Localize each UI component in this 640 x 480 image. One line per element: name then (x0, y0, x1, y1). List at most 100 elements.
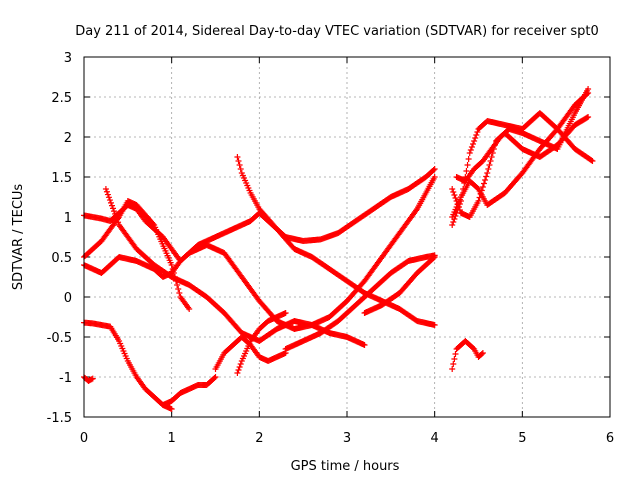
data-point (211, 375, 218, 381)
series-track-d (81, 174, 438, 332)
data-point (108, 202, 115, 209)
data-point (104, 191, 111, 198)
data-point (212, 374, 219, 380)
x-tick-label: 1 (168, 431, 176, 446)
data-point (234, 154, 241, 160)
data-point (237, 361, 244, 367)
data-point (452, 195, 459, 201)
series-track-o (449, 90, 592, 220)
series-track-e (81, 198, 193, 312)
data-point (109, 205, 116, 212)
data-point (102, 186, 109, 192)
data-point (111, 208, 118, 215)
data-point (474, 129, 481, 135)
series-track-p (453, 86, 592, 184)
y-tick-label: 1.5 (51, 171, 72, 186)
y-tick-label: 2.5 (51, 91, 72, 106)
data-point (89, 375, 96, 382)
data-point (282, 310, 289, 316)
data-point (431, 322, 438, 328)
data-point (473, 132, 480, 138)
data-point (236, 162, 243, 168)
x-tick-label: 5 (518, 431, 526, 446)
data-point (115, 219, 122, 226)
series-track-f (102, 186, 368, 348)
x-tick-label: 4 (431, 431, 439, 446)
data-point (235, 367, 242, 373)
data-point (186, 306, 193, 312)
series-track-a (81, 319, 175, 412)
data-point (471, 138, 478, 144)
data-point (237, 166, 244, 172)
data-point (472, 135, 479, 141)
data-point (169, 266, 176, 272)
x-axis-label: GPS time / hours (291, 459, 400, 474)
y-tick-label: 1 (64, 211, 72, 226)
data-point (450, 361, 457, 367)
data-point (470, 141, 477, 147)
y-tick-label: 0 (64, 291, 72, 306)
y-axis-label: SDTVAR / TECUs (11, 184, 26, 291)
data-point (585, 114, 592, 120)
data-point (234, 370, 241, 376)
data-point (174, 282, 181, 288)
data-point (176, 290, 183, 296)
y-tick-label: 0.5 (51, 251, 72, 266)
y-tick-label: -1 (59, 371, 72, 386)
data-point (451, 192, 458, 198)
data-point (430, 167, 437, 173)
y-tick-label: 2 (64, 131, 72, 146)
series-track-k (234, 154, 438, 328)
data-point (361, 342, 368, 348)
data-point (103, 188, 110, 195)
y-tick-label: -0.5 (47, 331, 72, 346)
data-point (150, 220, 157, 227)
y-tick-label: -1.5 (47, 411, 72, 426)
data-point (451, 356, 458, 362)
data-point (430, 254, 437, 261)
data-point (112, 210, 119, 217)
data-point (113, 213, 120, 220)
data-point (236, 364, 243, 370)
data-point (431, 174, 438, 180)
x-tick-label: 2 (255, 431, 263, 446)
series-track-j (282, 252, 438, 352)
data-point (488, 154, 495, 160)
data-point (486, 162, 493, 168)
data-point (106, 197, 113, 204)
data-point (467, 147, 474, 153)
data-point (482, 177, 489, 183)
data-point (588, 157, 595, 164)
plot-frame (83, 56, 611, 418)
y-tick-label: 3 (64, 51, 72, 66)
series-track-b (81, 374, 96, 384)
data-point (464, 162, 471, 168)
data-point (468, 144, 475, 150)
data-point (475, 198, 482, 204)
chart-title: Day 211 of 2014, Sidereal Day-to-day VTE… (75, 24, 599, 39)
data-point (450, 219, 457, 225)
data-point (480, 180, 487, 187)
data-point (431, 166, 438, 172)
data-point (114, 216, 121, 223)
data-point (105, 194, 112, 201)
data-point (235, 158, 242, 164)
series-track-q (449, 338, 486, 372)
data-point (466, 150, 473, 156)
data-point (487, 158, 494, 164)
data-point (589, 158, 596, 164)
series-track-i (234, 310, 289, 376)
data-point (452, 351, 459, 357)
data-point (449, 366, 456, 372)
data-point (449, 186, 456, 192)
x-tick-label: 3 (343, 431, 351, 446)
data-point (478, 351, 485, 357)
x-tick-label: 0 (80, 431, 88, 446)
data-point (450, 189, 457, 195)
x-tick-label: 6 (606, 431, 614, 446)
data-point (485, 166, 492, 172)
data-point (463, 168, 470, 174)
data-point (484, 170, 491, 176)
data-point (168, 406, 175, 412)
